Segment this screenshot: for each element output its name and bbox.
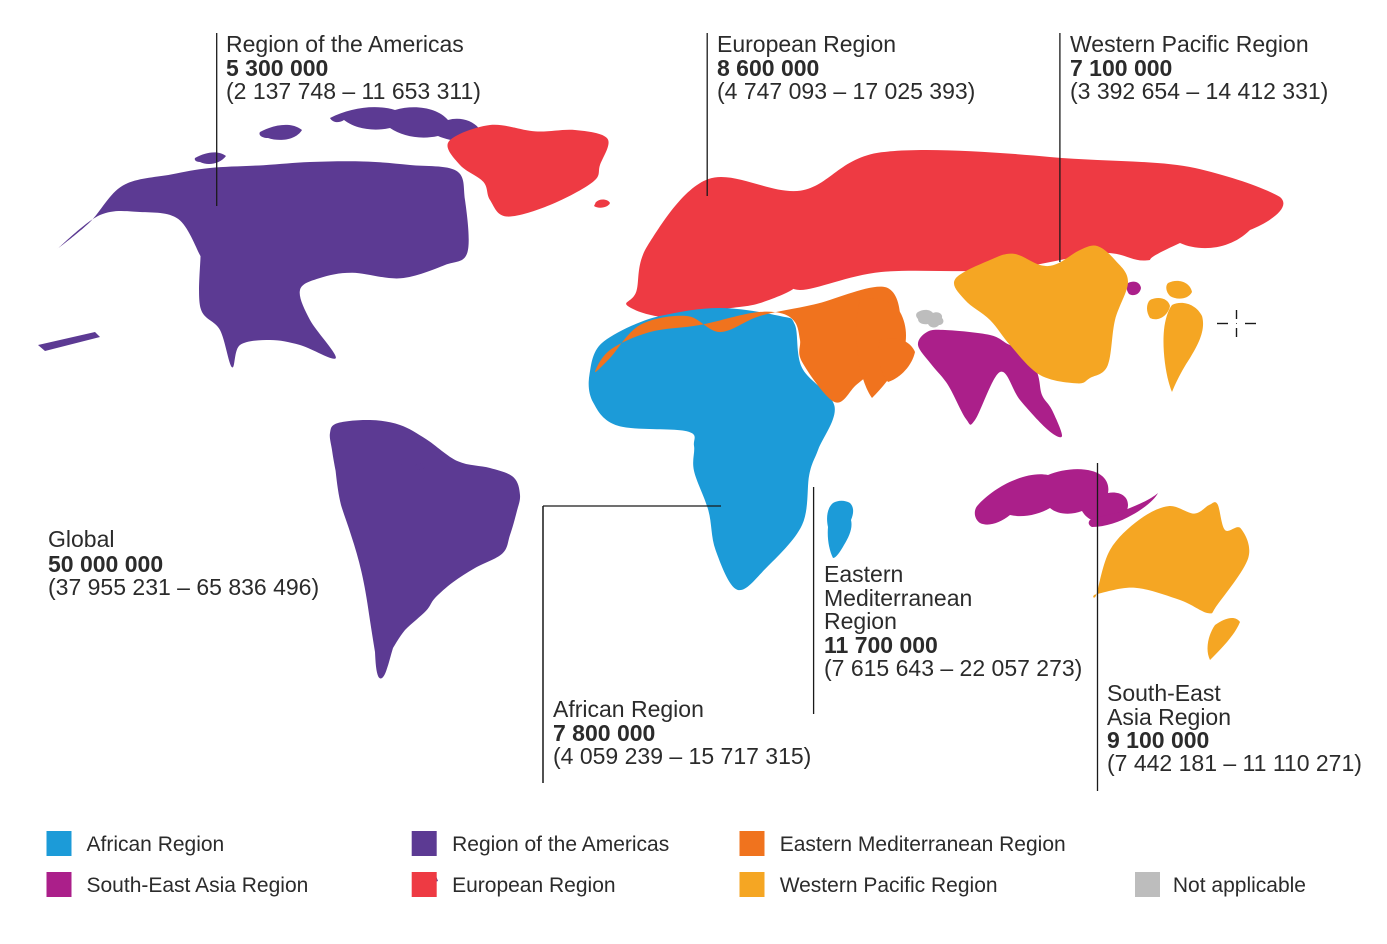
svg-text:Region of the Americas: Region of the Americas [452,833,669,856]
svg-text:Western Pacific Region: Western Pacific Region [780,874,998,897]
svg-text:Eastern Mediterranean Region: Eastern Mediterranean Region [780,833,1066,856]
svg-text:European Region: European Region [717,31,896,57]
svg-text:Not applicable: Not applicable [1173,874,1306,897]
svg-text:(2 137 748 – 11 653 311): (2 137 748 – 11 653 311) [226,78,481,104]
svg-text:European Region: European Region [452,874,615,897]
svg-text:(37 955 231 – 65 836 496): (37 955 231 – 65 836 496) [48,574,319,600]
svg-text:Western Pacific Region: Western Pacific Region [1070,31,1309,57]
svg-text:(3 392 654 – 14 412 331): (3 392 654 – 14 412 331) [1070,78,1328,104]
svg-text:(7 615 643 – 22 057 273): (7 615 643 – 22 057 273) [824,655,1082,681]
svg-text:Region of the Americas: Region of the Americas [226,31,464,57]
svg-text:African Region: African Region [553,696,704,722]
svg-text:South-East Asia Region: South-East Asia Region [87,874,309,897]
svg-text:South-East: South-East [1107,680,1221,706]
svg-text:(4 059 239 – 15 717 315): (4 059 239 – 15 717 315) [553,743,811,769]
svg-text:(7 442 181 – 11 110 271): (7 442 181 – 11 110 271) [1107,750,1362,776]
svg-text:Global: Global [48,526,114,552]
svg-text:Eastern: Eastern [824,561,903,587]
svg-text:Region: Region [824,608,897,634]
svg-text:African Region: African Region [87,833,225,856]
svg-text:(4 747 093 – 17 025 393): (4 747 093 – 17 025 393) [717,78,975,104]
